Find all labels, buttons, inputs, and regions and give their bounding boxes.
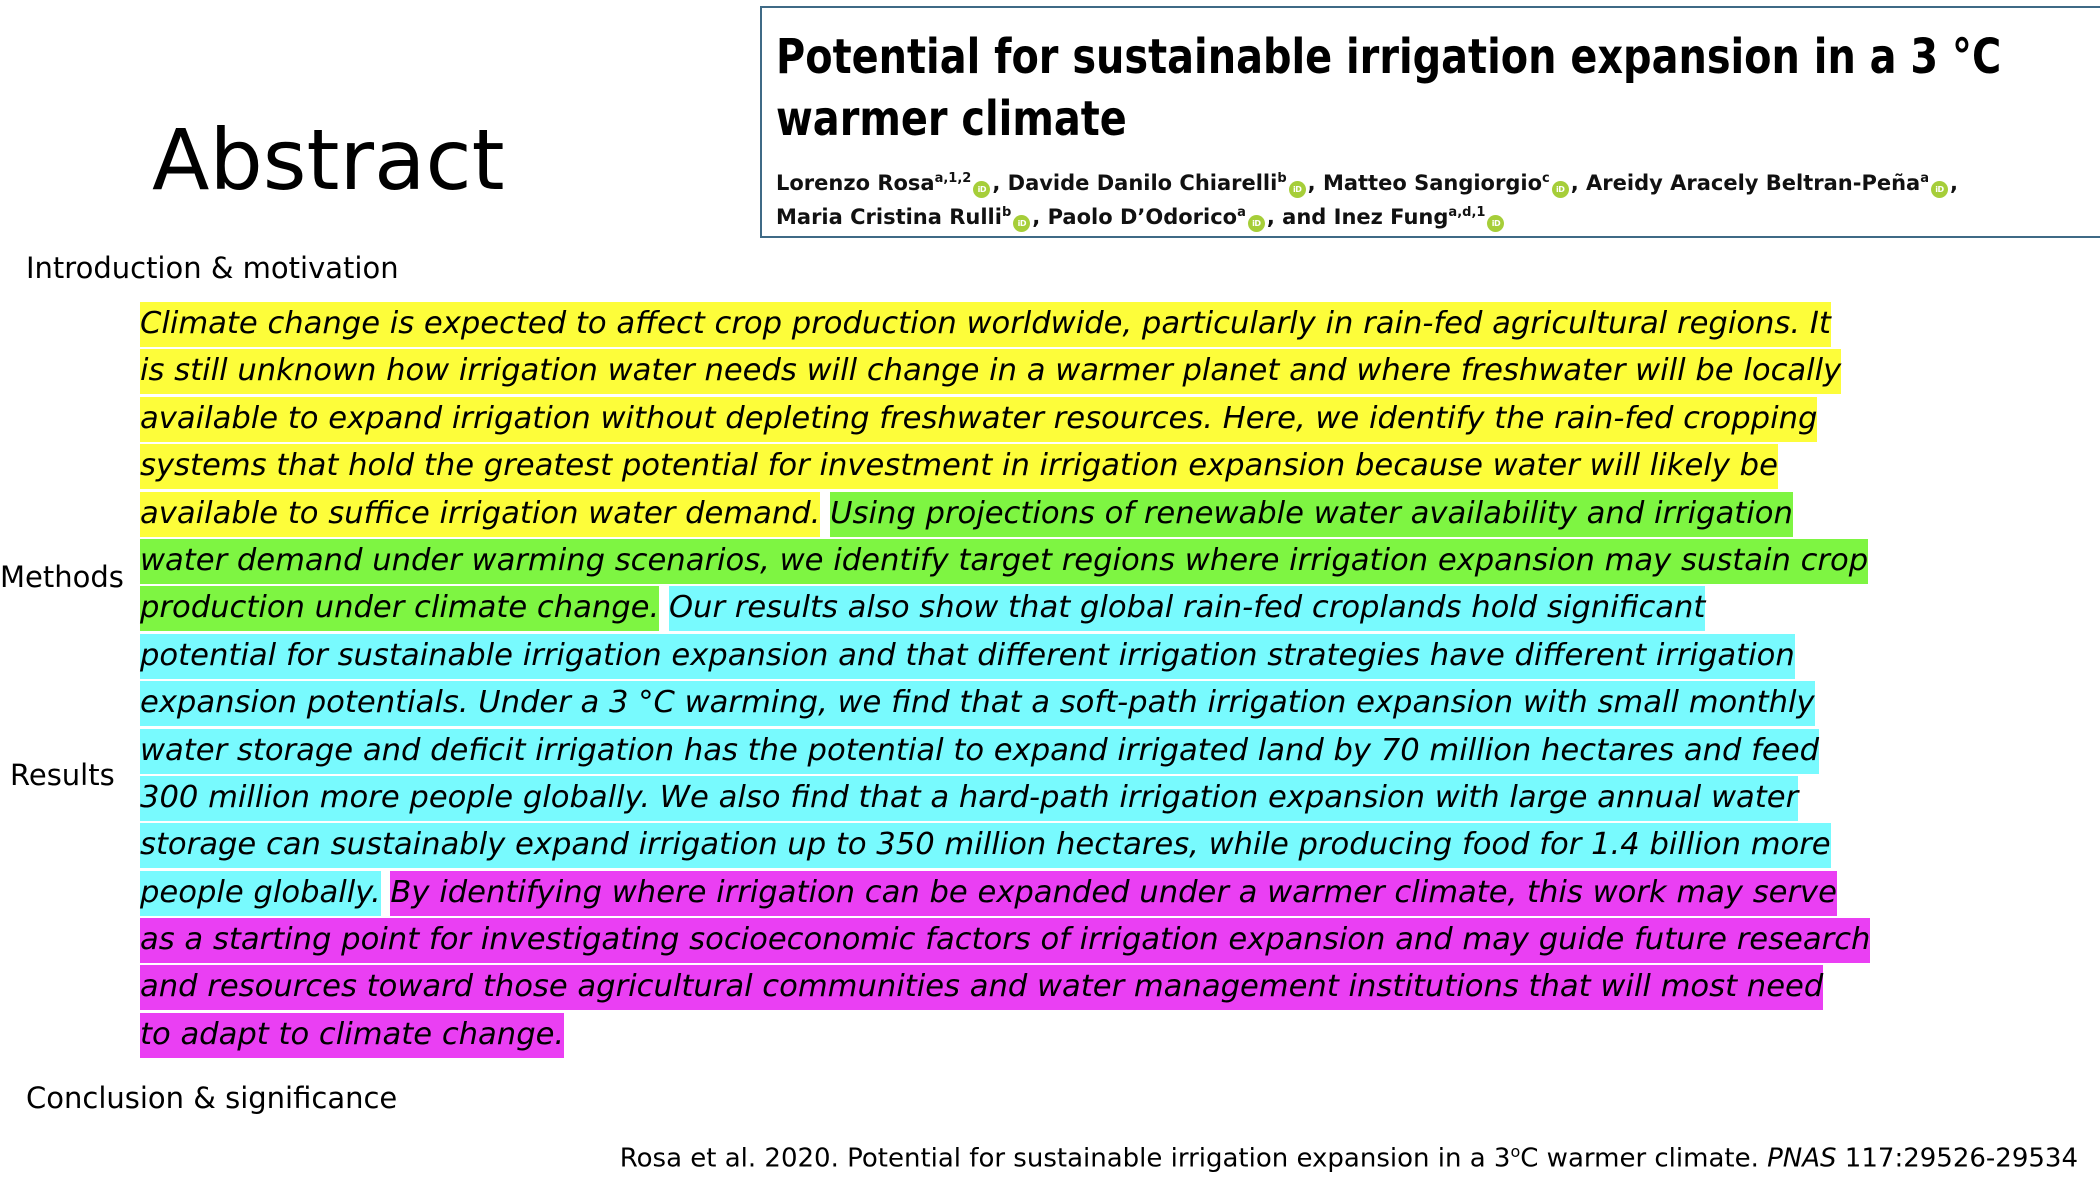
author-separator: ,	[1032, 205, 1048, 229]
author-affiliation: a	[1920, 171, 1929, 186]
author-separator: ,	[992, 171, 1008, 195]
abstract-line: water demand under warming scenarios, we…	[140, 537, 2030, 584]
author-separator: ,	[1307, 171, 1323, 195]
citation-suffix: 117:29526-29534	[1836, 1143, 2078, 1174]
abstract-line: expansion potentials. Under a 3 °C warmi…	[140, 679, 2030, 727]
author-name[interactable]: Lorenzo Rosa	[776, 171, 935, 195]
abstract-segment-intro: Climate change is expected to affect cro…	[140, 302, 1831, 347]
abstract-segment-results: expansion potentials. Under a 3 °C warmi…	[140, 681, 1815, 727]
abstract-segment-results: water storage and deficit irrigation has…	[140, 728, 1819, 774]
abstract-segment-plain	[659, 590, 669, 625]
paper-header-box: Potential for sustainable irrigation exp…	[760, 6, 2100, 238]
abstract-segment-plain	[820, 496, 830, 531]
author-affiliation: a,1,2	[934, 171, 972, 186]
abstract-segment-plain	[381, 875, 391, 910]
slide-title: Abstract	[152, 111, 505, 209]
orcid-icon[interactable]: iD	[1288, 181, 1306, 198]
orcid-icon[interactable]: iD	[973, 181, 991, 198]
abstract-line: is still unknown how irrigation water ne…	[140, 347, 2030, 395]
label-introduction: Introduction & motivation	[26, 251, 399, 285]
abstract-segment-intro: systems that hold the greatest potential…	[140, 444, 1778, 490]
abstract-line: available to expand irrigation without d…	[140, 395, 2030, 442]
author-name[interactable]: Maria Cristina Rulli	[776, 205, 1002, 229]
abstract-line: Climate change is expected to affect cro…	[140, 300, 2030, 347]
abstract-segment-methods: production under climate change.	[140, 586, 660, 632]
abstract-line: storage can sustainably expand irrigatio…	[140, 821, 2030, 869]
author-line: Lorenzo Rosaa,1,2iD, Davide Danilo Chiar…	[776, 164, 2100, 198]
citation-degree: o	[1510, 1142, 1521, 1161]
author-separator: ,	[1949, 171, 1958, 195]
orcid-icon[interactable]: iD	[1551, 181, 1569, 198]
author-line: Maria Cristina RullibiD, Paolo D’Odorico…	[776, 198, 2100, 232]
author-name[interactable]: Inez Fung	[1333, 205, 1449, 229]
author-name[interactable]: Areidy Aracely Beltran-Peña	[1586, 171, 1921, 195]
abstract-line: and resources toward those agricultural …	[140, 963, 2030, 1011]
paper-authors: Lorenzo Rosaa,1,2iD, Davide Danilo Chiar…	[776, 164, 2100, 232]
abstract-segment-intro: available to suffice irrigation water de…	[140, 491, 821, 537]
author-affiliation: c	[1542, 171, 1550, 186]
paper-title-line-2: warmer climate	[776, 91, 1127, 147]
abstract-segment-intro: available to expand irrigation without d…	[140, 396, 1818, 442]
abstract-line: people globally. By identifying where ir…	[140, 869, 2030, 916]
label-methods: Methods	[0, 560, 124, 594]
paper-title-line-1: Potential for sustainable irrigation exp…	[776, 29, 2002, 85]
author-affiliation: b	[1277, 171, 1287, 186]
abstract-segment-conclusion: and resources toward those agricultural …	[140, 965, 1824, 1011]
abstract-segment-results: 300 million more people globally. We als…	[140, 775, 1799, 821]
abstract-body: Climate change is expected to affect cro…	[140, 300, 2030, 1058]
orcid-icon[interactable]: iD	[1487, 215, 1505, 232]
abstract-segment-conclusion: as a starting point for investigating so…	[140, 918, 1871, 964]
orcid-icon[interactable]: iD	[1013, 215, 1031, 232]
citation: Rosa et al. 2020. Potential for sustaina…	[620, 1142, 2078, 1174]
abstract-line: to adapt to climate change.	[140, 1011, 2030, 1058]
abstract-line: water storage and deficit irrigation has…	[140, 727, 2030, 774]
abstract-line: systems that hold the greatest potential…	[140, 442, 2030, 490]
label-results: Results	[10, 758, 115, 792]
abstract-segment-conclusion: to adapt to climate change.	[140, 1012, 565, 1058]
orcid-icon[interactable]: iD	[1247, 215, 1265, 232]
author-affiliation: a	[1237, 205, 1246, 220]
abstract-segment-results: people globally.	[140, 870, 381, 916]
citation-journal: PNAS	[1767, 1143, 1837, 1174]
author-name[interactable]: Davide Danilo Chiarelli	[1007, 171, 1278, 195]
abstract-segment-methods: water demand under warming scenarios, we…	[140, 538, 1869, 584]
author-name[interactable]: Matteo Sangiorgio	[1322, 171, 1542, 195]
paper-title: Potential for sustainable irrigation exp…	[776, 26, 2002, 150]
abstract-line: as a starting point for investigating so…	[140, 916, 2030, 964]
label-conclusion: Conclusion & significance	[26, 1081, 398, 1115]
abstract-line: 300 million more people globally. We als…	[140, 774, 2030, 821]
abstract-segment-results: storage can sustainably expand irrigatio…	[140, 823, 1831, 869]
abstract-line: potential for sustainable irrigation exp…	[140, 632, 2030, 679]
author-name[interactable]: Paolo D’Odorico	[1047, 205, 1238, 229]
abstract-segment-intro: is still unknown how irrigation water ne…	[140, 349, 1842, 395]
abstract-line: production under climate change. Our res…	[140, 584, 2030, 632]
abstract-segment-methods: Using projections of renewable water ava…	[830, 491, 1793, 537]
author-affiliation: b	[1001, 205, 1012, 220]
citation-prefix: Rosa et al. 2020. Potential for sustaina…	[619, 1143, 1511, 1174]
abstract-segment-results: Our results also show that global rain-f…	[668, 586, 1706, 632]
citation-middle: C warmer climate.	[1520, 1143, 1768, 1174]
abstract-segment-results: potential for sustainable irrigation exp…	[140, 633, 1795, 679]
orcid-icon[interactable]: iD	[1930, 181, 1948, 198]
abstract-segment-conclusion: By identifying where irrigation can be e…	[390, 870, 1837, 916]
author-separator: ,	[1570, 171, 1587, 195]
author-separator: , and	[1266, 205, 1334, 229]
author-affiliation: a,d,1	[1448, 205, 1486, 220]
abstract-line: available to suffice irrigation water de…	[140, 490, 2030, 537]
